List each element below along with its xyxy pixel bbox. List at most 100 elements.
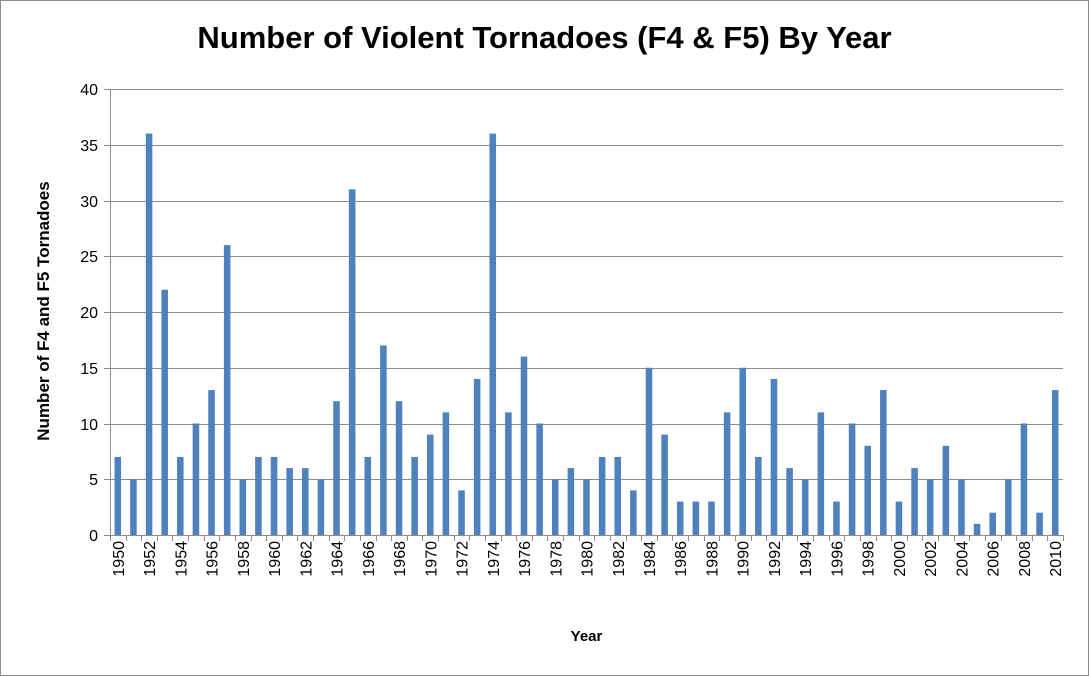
bar-2007 [1005,479,1012,535]
bars [114,133,1059,535]
x-tick-label: 1986 [673,541,690,577]
x-tick-label: 1958 [236,541,253,577]
x-tick-label: 1990 [736,541,753,577]
bar-1963 [317,479,325,535]
y-tick-label: 35 [80,138,98,155]
bar-1988 [708,501,715,535]
bar-1967 [380,345,387,535]
x-axis-title: Year [570,628,603,645]
bar-1972 [458,490,465,535]
bar-1984 [645,367,653,535]
x-tick-label: 1954 [173,541,190,577]
bar-1971 [442,412,450,535]
bar-1999 [880,390,887,535]
bar-2000 [895,501,903,535]
x-tick-label: 1978 [548,541,565,577]
x-tick-label: 1970 [423,541,440,577]
x-tick-label: 1996 [829,541,846,577]
bar-1953 [161,289,168,535]
bar-2002 [926,479,934,535]
bar-1962 [302,468,309,535]
x-tick-label: 1964 [330,541,347,577]
bar-1969 [411,456,418,535]
bar-1951 [130,479,137,535]
y-tick-label: 20 [80,305,98,322]
bar-2010 [1051,390,1059,535]
bar-2003 [942,445,950,535]
bar-1990 [739,367,747,535]
bar-1979 [567,468,575,535]
x-tick-label: 1966 [361,541,378,577]
bar-1968 [395,401,403,535]
bar-1952 [145,133,153,535]
y-tick-label: 30 [80,194,98,211]
bar-1997 [848,423,856,535]
bar-1954 [177,456,184,535]
bar-1960 [270,456,278,535]
bar-1975 [505,412,512,535]
y-tick-label: 10 [80,417,98,434]
x-tick-label: 1994 [798,541,815,577]
bar-1998 [864,445,871,535]
bar-1958 [239,479,247,535]
bar-1957 [223,245,231,535]
bar-1994 [801,479,809,535]
bar-1987 [692,501,700,535]
bar-1992 [770,378,778,535]
bar-1996 [833,501,840,535]
x-tick-label: 1988 [704,541,721,577]
y-tick-labels: 0 5 10 15 20 25 30 35 40 [80,82,98,545]
bar-1973 [473,378,481,535]
x-tick-label: 1976 [517,541,534,577]
bar-1964 [333,401,340,535]
bar-1980 [583,479,590,535]
x-tick-label: 1992 [767,541,784,577]
x-tick-label: 1980 [580,541,597,577]
gridlines [110,89,1063,480]
y-tick-label: 25 [80,249,98,266]
y-tick-label: 0 [89,528,98,545]
axes [104,89,1064,541]
bar-1970 [426,434,434,535]
x-tick-label: 2010 [1048,541,1065,577]
bar-2008 [1020,423,1028,535]
x-tick-label: 2002 [923,541,940,577]
x-tick-label: 2006 [986,541,1003,577]
x-tick-label: 1982 [611,541,628,577]
x-tick-label: 2004 [954,541,971,577]
x-tick-label: 1974 [486,541,503,577]
bar-1959 [255,456,262,535]
y-tick-label: 15 [80,361,98,378]
bar-1993 [786,468,793,535]
x-tick-label: 1998 [861,541,878,577]
x-tick-label: 1952 [142,541,159,577]
bar-1989 [723,412,731,535]
bar-1977 [536,423,543,535]
x-tick-labels: 1950 1952 1954 1956 1958 1960 1962 1964 1966 1968… [111,541,1065,577]
bar-1956 [208,390,215,535]
x-tick-label: 2000 [892,541,909,577]
x-tick-label: 1968 [392,541,409,577]
x-tick-label: 2008 [1017,541,1034,577]
bar-1982 [614,456,622,535]
bar-1991 [755,456,762,535]
x-tick-label: 1962 [298,541,315,577]
bar-2009 [1036,512,1043,535]
x-tick-label: 1960 [267,541,284,577]
bar-1976 [520,356,528,535]
x-tick-label: 1956 [205,541,222,577]
x-tick-label: 1984 [642,541,659,577]
chart-title: Number of Violent Tornadoes (F4 & F5) By… [197,20,892,55]
bar-1995 [817,412,825,535]
bar-1961 [286,468,293,535]
bar-1955 [192,423,200,535]
bar-2005 [973,523,981,535]
bar-1965 [348,189,356,535]
bar-2001 [911,468,918,535]
bar-2006 [989,512,996,535]
y-tick-label: 40 [80,82,98,99]
x-tick-label: 1950 [111,541,128,577]
bar-1985 [661,434,668,535]
